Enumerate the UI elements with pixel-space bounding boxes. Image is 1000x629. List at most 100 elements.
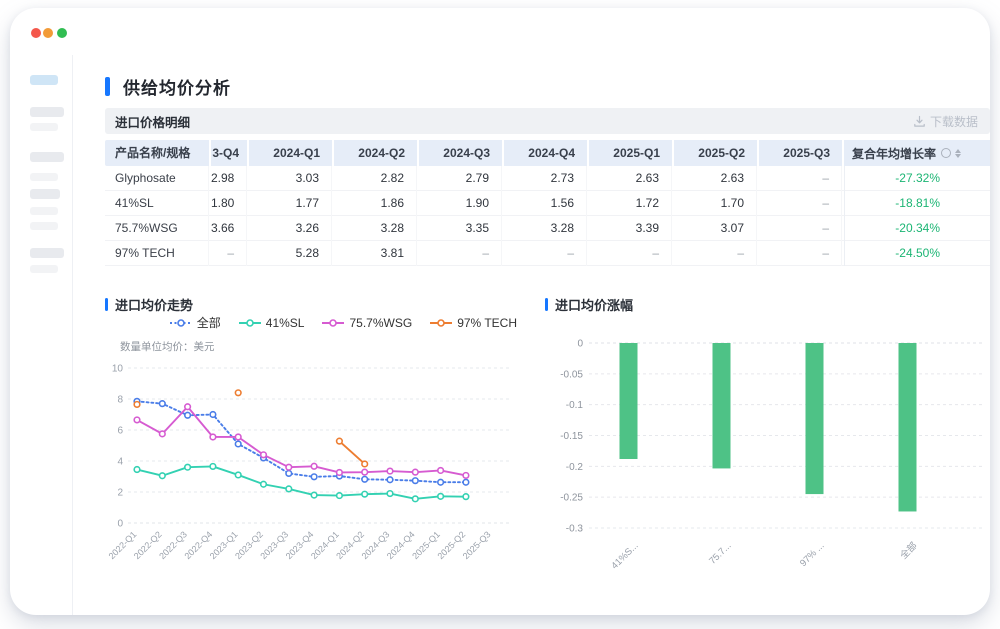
svg-text:-0.15: -0.15 — [560, 431, 583, 442]
legend-marker-icon — [169, 318, 192, 327]
price-cell: 5.28 — [249, 241, 332, 266]
price-cell: – — [589, 241, 672, 266]
title-accent-bar — [105, 77, 110, 96]
sidebar-item[interactable] — [30, 222, 58, 230]
app-window: 供给均价分析 进口价格明细 下载数据 产品名称/规格 3-Q4 2024-Q1 202… — [10, 8, 990, 615]
sidebar-item[interactable] — [30, 265, 58, 273]
window-minimize-icon[interactable] — [43, 28, 53, 38]
legend-item[interactable]: 全部 — [169, 314, 221, 331]
price-cell: – — [211, 241, 247, 266]
sidebar-item[interactable] — [30, 248, 64, 258]
table-row: 41%SL 1.80 1.77 1.86 1.90 1.56 1.72 1.70– -18.81… — [105, 191, 990, 216]
column-header: 2025-Q1 — [589, 140, 672, 166]
price-cell: – — [674, 241, 757, 266]
sidebar-item[interactable] — [30, 152, 64, 162]
table-section-title: 进口价格明细 — [115, 115, 191, 130]
price-cell: 1.80 — [211, 191, 247, 216]
legend-item[interactable]: 97% TECH — [430, 314, 517, 331]
legend-marker-icon — [322, 318, 345, 327]
column-header[interactable]: 复合年均增长率 — [844, 140, 990, 166]
table-row: 75.7%WSG 3.66 3.26 3.28 3.35 3.28 3.39 3.07– -20… — [105, 216, 990, 241]
download-icon — [914, 115, 925, 127]
price-cell: 1.90 — [419, 191, 502, 216]
window-close-icon[interactable] — [31, 28, 41, 38]
page-title: 供给均价分析 — [105, 74, 231, 99]
svg-text:-0.3: -0.3 — [566, 524, 584, 535]
column-header: 2024-Q4 — [504, 140, 587, 166]
svg-text:41%S...: 41%S... — [609, 540, 640, 571]
product-name-cell: 41%SL — [105, 191, 209, 216]
column-header: 2024-Q1 — [249, 140, 332, 166]
download-data-button[interactable]: 下载数据 — [913, 113, 990, 130]
price-cell: – — [504, 241, 587, 266]
price-cell: 1.72 — [589, 191, 672, 216]
price-cell: 2.63 — [589, 166, 672, 191]
price-cell: 2.73 — [504, 166, 587, 191]
price-cell: 2.82 — [334, 166, 417, 191]
price-cell: 3.28 — [334, 216, 417, 241]
column-header: 3-Q4 — [211, 140, 247, 166]
price-cell: 1.56 — [504, 191, 587, 216]
sidebar-item[interactable] — [30, 123, 58, 131]
price-cell: – — [759, 166, 842, 191]
sort-icon[interactable] — [955, 148, 962, 158]
price-cell: 2.63 — [674, 166, 757, 191]
svg-text:-0.2: -0.2 — [566, 462, 584, 473]
price-cell: – — [759, 191, 842, 216]
price-cell: 2.98 — [211, 166, 247, 191]
price-cell: 1.70 — [674, 191, 757, 216]
price-cell: 3.66 — [211, 216, 247, 241]
price-cell: 3.07 — [674, 216, 757, 241]
price-cell: 3.26 — [249, 216, 332, 241]
sidebar-item[interactable] — [30, 189, 60, 199]
svg-text:97% ...: 97% ... — [798, 540, 827, 569]
cagr-cell: -20.34% — [844, 216, 990, 241]
info-icon[interactable] — [941, 148, 952, 158]
svg-text:6: 6 — [117, 426, 123, 437]
sidebar-item[interactable] — [30, 207, 58, 215]
column-header: 2025-Q2 — [674, 140, 757, 166]
svg-text:2025-Q3: 2025-Q3 — [461, 529, 493, 561]
line-chart-title: 进口均价走势 — [105, 295, 193, 314]
price-cell: 3.35 — [419, 216, 502, 241]
table-body: Glyphosate 2.98 3.03 2.82 2.79 2.73 2.63 2.63– -… — [105, 166, 990, 266]
window-zoom-icon[interactable] — [57, 28, 67, 38]
product-name-cell: 97% TECH — [105, 241, 209, 266]
svg-text:0: 0 — [577, 339, 583, 350]
column-header: 产品名称/规格 — [105, 140, 209, 166]
price-cell: – — [759, 241, 842, 266]
price-cell: – — [759, 216, 842, 241]
column-header: 2024-Q3 — [419, 140, 502, 166]
svg-text:-0.05: -0.05 — [560, 369, 583, 380]
price-cell: 3.03 — [249, 166, 332, 191]
chart-title-accent-bar — [105, 298, 108, 311]
legend-marker-icon — [238, 318, 261, 327]
svg-text:10: 10 — [112, 364, 124, 375]
bar-chart[interactable]: 0 -0.05 -0.1 -0.15 -0.2 -0.25 -0.3 41%S... 75.7.… — [545, 330, 995, 588]
legend-marker-icon — [430, 318, 453, 327]
legend-item[interactable]: 41%SL — [238, 314, 304, 331]
price-cell: – — [419, 241, 502, 266]
line-chart[interactable]: 02468102022-Q12022-Q22022-Q32022-Q42023-… — [103, 353, 523, 577]
svg-text:75.7...: 75.7... — [707, 540, 733, 566]
sidebar — [10, 55, 73, 615]
svg-text:-0.25: -0.25 — [560, 493, 583, 504]
price-cell: 2.79 — [419, 166, 502, 191]
table-row: Glyphosate 2.98 3.03 2.82 2.79 2.73 2.63 2.63– -… — [105, 166, 990, 191]
cagr-cell: -24.50% — [844, 241, 990, 266]
svg-text:2: 2 — [117, 488, 123, 499]
table-section-header: 进口价格明细 下载数据 — [105, 108, 990, 134]
cagr-cell: -18.81% — [844, 191, 990, 216]
sidebar-item[interactable] — [30, 173, 58, 181]
product-name-cell: Glyphosate — [105, 166, 209, 191]
table-row: 97% TECH –5.28 3.81– – – – – -24.50% — [105, 241, 990, 266]
sidebar-item[interactable] — [30, 107, 64, 117]
svg-text:4: 4 — [117, 457, 123, 468]
price-cell: 3.28 — [504, 216, 587, 241]
product-name-cell: 75.7%WSG — [105, 216, 209, 241]
svg-text:全部: 全部 — [898, 540, 920, 562]
cagr-cell: -27.32% — [844, 166, 990, 191]
sidebar-item-active[interactable] — [30, 75, 58, 85]
legend-item[interactable]: 75.7%WSG — [322, 314, 412, 331]
